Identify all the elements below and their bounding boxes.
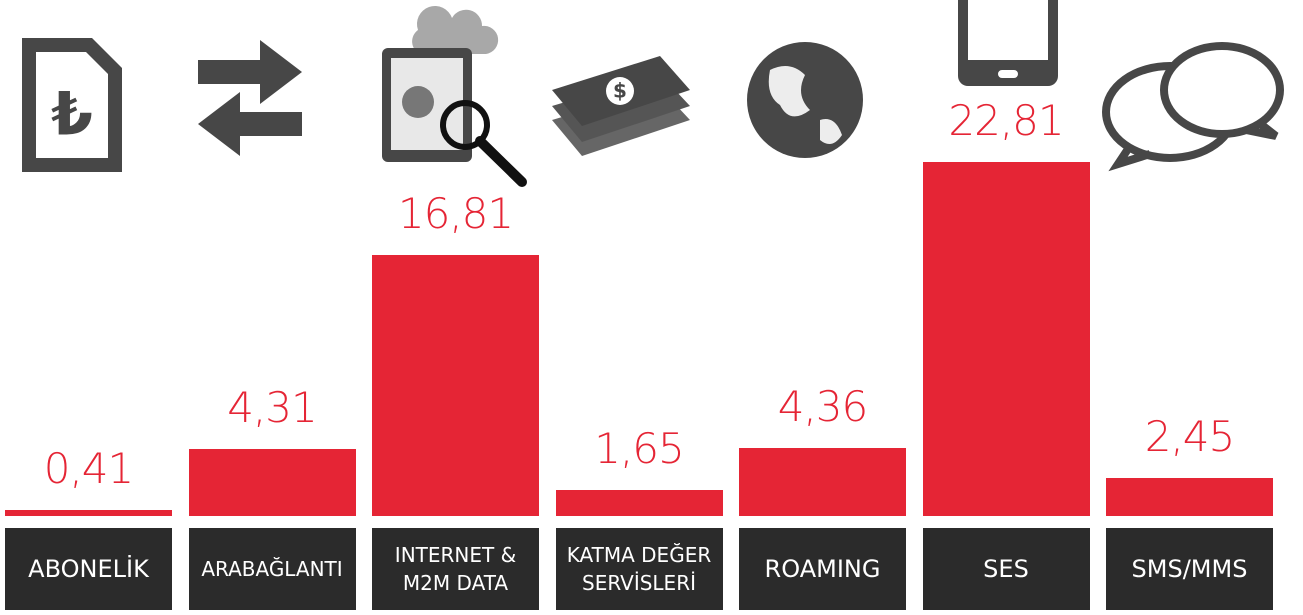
icon-money: $ [552, 56, 690, 156]
category-label: ROAMING [739, 528, 906, 610]
icon-tablet [382, 5, 527, 187]
bar [739, 448, 906, 516]
value-label: 0,41 [43, 443, 135, 493]
value-label: 22,81 [948, 96, 1064, 145]
svg-text:₺: ₺ [51, 80, 93, 150]
svg-text:$: $ [613, 79, 627, 103]
icon-phone [958, 0, 1058, 86]
category-label: ARABAĞLANTI [188, 528, 356, 610]
value-label: 4,31 [227, 383, 318, 433]
value-label: 2,45 [1144, 411, 1236, 461]
category-label: ABONELİK [5, 528, 172, 610]
value-label: 4,36 [777, 382, 869, 432]
category-label: INTERNET & M2M DATA [372, 528, 539, 610]
icon-arrows [198, 40, 302, 156]
value-label: 16,81 [397, 189, 514, 239]
icon-bubbles [1102, 42, 1284, 172]
bar [5, 509, 172, 516]
category-label: SMS/MMS [1106, 528, 1273, 610]
icons: ₺ $ [22, 0, 1284, 187]
bar [922, 162, 1090, 516]
bar [555, 490, 723, 516]
category-label: KATMA DEĞER SERVİSLERİ [555, 528, 723, 610]
bar [188, 449, 356, 516]
icon-globe [747, 42, 863, 158]
value-label: 1,65 [594, 424, 685, 474]
category-label: SES [922, 528, 1090, 610]
bar [372, 255, 539, 516]
bar [1106, 477, 1273, 516]
icon-sim: ₺ [22, 38, 122, 172]
